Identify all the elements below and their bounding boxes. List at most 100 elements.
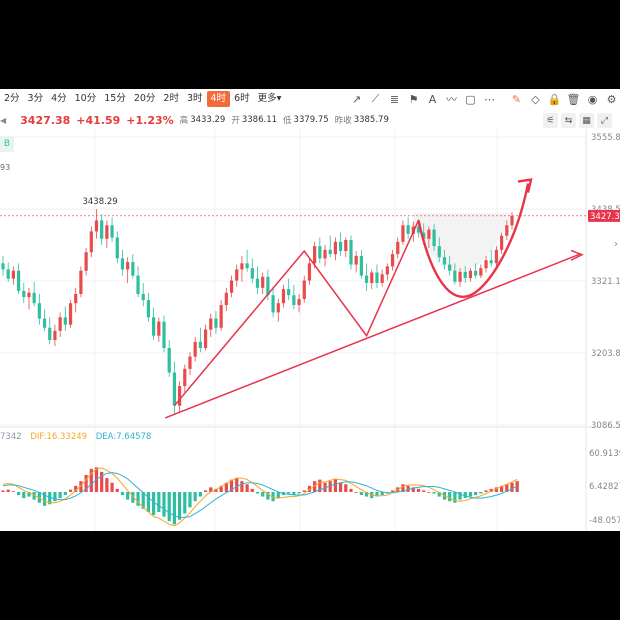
candle-body-24	[126, 262, 130, 270]
candle-90	[468, 268, 473, 282]
timeframe-8[interactable]: 4时	[206, 91, 231, 107]
candle-body-75	[390, 254, 395, 267]
macd-bar-19	[100, 471, 104, 492]
candle-5	[27, 287, 31, 310]
macd-bar-42	[219, 485, 223, 492]
timeframe-2[interactable]: 4分	[51, 93, 67, 104]
timeframe-0[interactable]: 2分	[4, 93, 20, 104]
macd-bar-57	[297, 491, 301, 494]
timeframe-3[interactable]: 10分	[74, 93, 97, 104]
candle-body-22	[115, 237, 119, 259]
macd-bar-75	[390, 490, 395, 492]
candle-42	[219, 300, 223, 331]
macd-bar-2	[11, 491, 15, 492]
timeframe-10[interactable]: 更多▾	[257, 93, 282, 104]
macd-bar-86	[448, 491, 452, 502]
eraser-icon[interactable]: ◇	[531, 92, 540, 106]
candle-86	[448, 255, 452, 276]
y-tick-label-3: 3203.85	[591, 349, 620, 359]
macd-bar-58	[302, 490, 306, 492]
macd-bar-82	[427, 491, 431, 493]
left-badge[interactable]: B	[0, 136, 14, 152]
macd-bar-95	[494, 487, 499, 492]
candle-body-89	[463, 271, 467, 279]
line-icon[interactable]: ⟋	[371, 92, 380, 105]
candle-15	[79, 266, 83, 298]
timeframe-1[interactable]: 3分	[27, 93, 44, 104]
macd-bar-93	[484, 490, 488, 492]
macd-bar-35	[183, 491, 187, 514]
eye-icon[interactable]: ◉	[587, 92, 598, 106]
macd-bar-79	[411, 487, 415, 492]
candle-body-88	[458, 271, 462, 282]
candle-body-53	[276, 303, 280, 313]
candle-body-35	[183, 368, 187, 387]
candle-30	[157, 317, 161, 342]
lock-icon[interactable]: 🔒	[547, 92, 562, 106]
candle-33	[172, 361, 177, 414]
fullscreen-icon[interactable]: ⤢	[597, 113, 612, 128]
candle-27	[141, 282, 145, 307]
flag-icon[interactable]: ⚑	[408, 92, 419, 106]
candle-body-1	[6, 269, 10, 279]
layout-icon[interactable]: ▦	[579, 113, 594, 128]
compare-icon[interactable]: ⇆	[561, 113, 576, 128]
wave-icon[interactable]: 〰	[446, 93, 457, 106]
price-change-pct: +1.23%	[126, 113, 174, 127]
candle-body-30	[157, 321, 161, 336]
candle-body-85	[442, 257, 447, 265]
delete-icon[interactable]: 🗑	[566, 92, 581, 106]
candle-89	[463, 266, 467, 283]
candle-body-15	[79, 270, 83, 294]
candle-body-59	[307, 263, 312, 281]
candle-39	[203, 324, 208, 351]
settings-icon[interactable]: ⚙	[606, 92, 617, 106]
macd-bar-62	[323, 482, 327, 492]
candle-body-18	[94, 220, 99, 232]
more-tool-icon[interactable]: ⋯	[484, 92, 495, 106]
timeframe-7[interactable]: 3时	[186, 93, 203, 104]
candle-75	[390, 249, 395, 271]
pen-icon[interactable]: ↗	[351, 92, 362, 106]
macd-bar-50	[261, 491, 265, 497]
candle-0	[1, 255, 5, 276]
chart-canvas[interactable]: 3555.853438.513321.183203.853086.523438.…	[0, 89, 620, 531]
candle-57	[297, 293, 301, 313]
candle-body-33	[172, 372, 177, 406]
candle-body-17	[89, 231, 93, 253]
text-icon[interactable]: A	[428, 92, 437, 106]
candle-83	[432, 224, 436, 252]
macd-bar-36	[188, 491, 192, 508]
candle-19	[100, 214, 104, 245]
candle-body-51	[266, 276, 270, 296]
candle-body-42	[219, 305, 223, 328]
timeframe-5[interactable]: 20分	[133, 93, 156, 104]
candle-body-57	[297, 298, 301, 306]
macd-bar-77	[401, 484, 405, 492]
low-label: 低	[283, 116, 292, 126]
candle-18	[94, 209, 99, 239]
macd-bar-20	[105, 478, 109, 492]
candle-78	[406, 217, 410, 239]
macd-bar-98	[510, 482, 514, 492]
candle-body-87	[453, 270, 457, 282]
fib-icon[interactable]: ≣	[389, 92, 400, 106]
candle-body-73	[380, 274, 384, 283]
macd-bar-6	[32, 491, 36, 500]
candle-body-70	[364, 275, 369, 283]
candle-64	[333, 237, 338, 261]
candle-body-50	[261, 276, 265, 288]
candle-body-34	[177, 386, 182, 406]
candle-body-38	[198, 341, 202, 349]
candle-body-71	[370, 272, 374, 283]
timeframe-9[interactable]: 6时	[234, 93, 250, 104]
macd-bar-92	[479, 491, 483, 494]
timeframe-4[interactable]: 15分	[104, 93, 126, 104]
edit-icon[interactable]: ✎	[511, 92, 522, 106]
indicator-icon[interactable]: ⚟	[543, 113, 558, 128]
rect-icon[interactable]: ▢	[465, 92, 476, 106]
candle-body-20	[105, 225, 109, 239]
timeframe-6[interactable]: 2时	[163, 93, 179, 104]
macd-bar-60	[313, 481, 317, 492]
collapse-icon[interactable]: ◀	[0, 115, 7, 125]
